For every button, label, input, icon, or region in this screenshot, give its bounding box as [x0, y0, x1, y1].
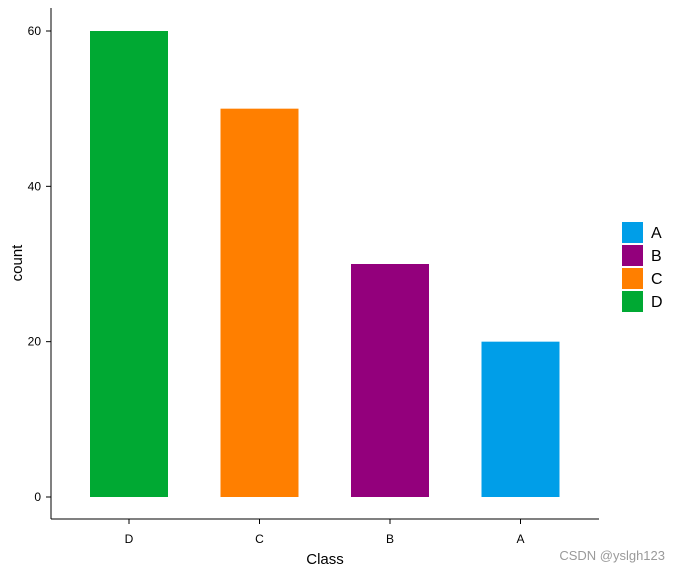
- x-tick-label: B: [386, 532, 394, 546]
- legend-label-c: C: [651, 271, 663, 288]
- bar-c: [220, 108, 299, 498]
- y-tick-label: 40: [28, 179, 42, 193]
- legend-swatch-d: [622, 291, 643, 312]
- x-tick-label: D: [125, 532, 134, 546]
- legend-swatch-b: [622, 245, 643, 266]
- axes: [50, 8, 599, 520]
- y-tick-label: 0: [34, 490, 41, 504]
- bar-a: [481, 341, 560, 497]
- y-tick-label: 60: [28, 24, 42, 38]
- legend-swatch-c: [622, 268, 643, 289]
- legend-label-d: D: [651, 294, 663, 311]
- x-tick-label: C: [255, 532, 264, 546]
- watermark: CSDN @yslgh123: [559, 548, 665, 563]
- y-axis-title: count: [9, 244, 26, 282]
- legend-swatch-a: [622, 222, 643, 243]
- legend-label-a: A: [651, 225, 662, 242]
- legend-label-b: B: [651, 248, 662, 265]
- bar-d: [90, 31, 168, 497]
- y-ticks: 0 20 40 60: [28, 24, 51, 504]
- x-tick-label: A: [516, 532, 524, 546]
- x-axis-title: Class: [306, 551, 344, 568]
- bars: [90, 31, 560, 498]
- bar-b: [351, 264, 429, 497]
- y-tick-label: 20: [28, 335, 42, 349]
